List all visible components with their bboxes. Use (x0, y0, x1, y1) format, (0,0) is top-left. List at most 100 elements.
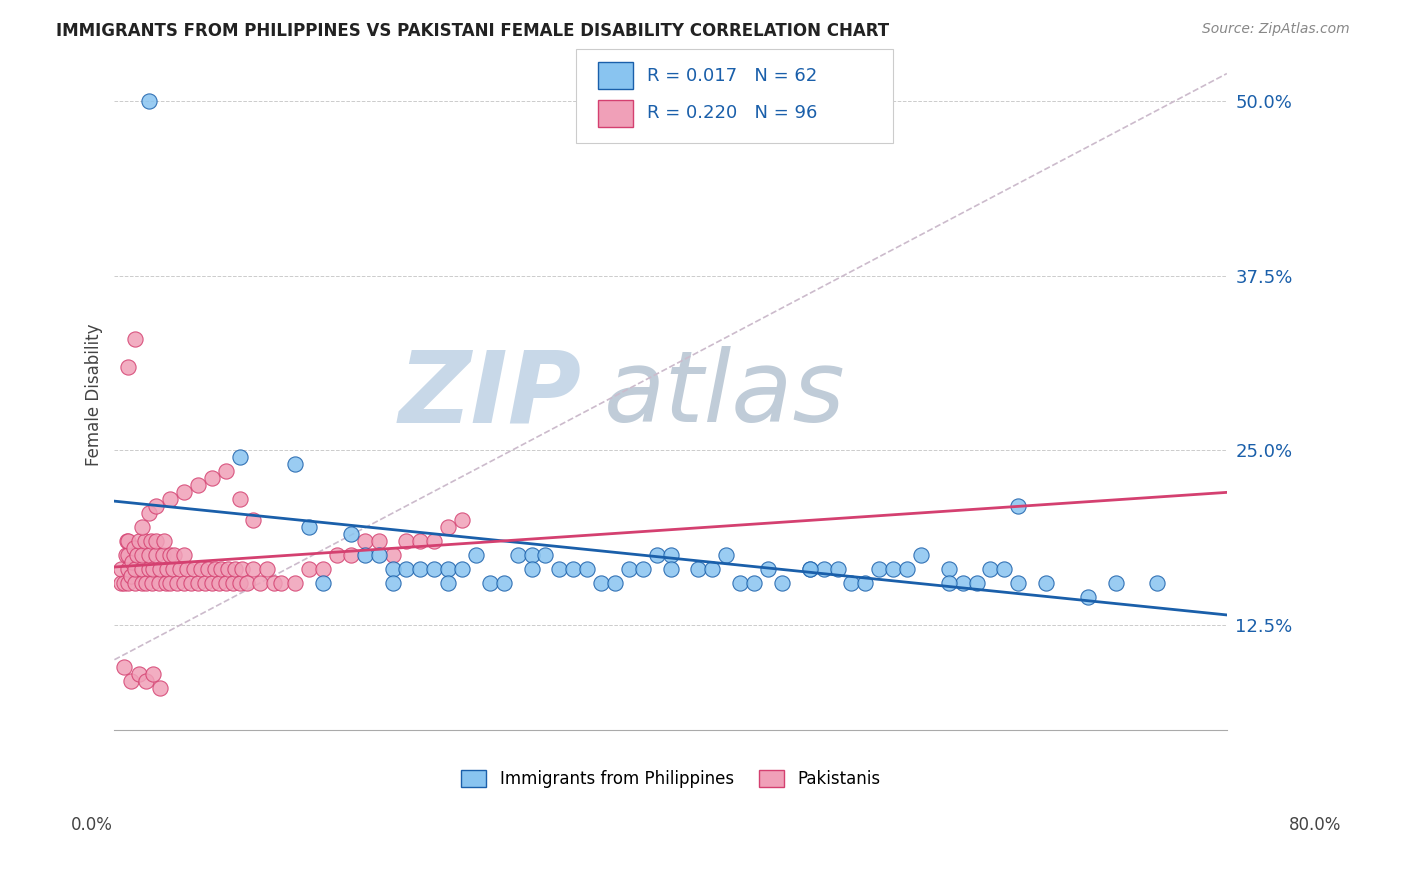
Point (148, 576, 170, 591)
Point (340, 548, 363, 562)
Point (180, 576, 202, 591)
Point (249, 576, 271, 591)
Point (139, 534, 162, 549)
Point (242, 513, 264, 527)
Text: IMMIGRANTS FROM PHILIPPINES VS PAKISTANI FEMALE DISABILITY CORRELATION CHART: IMMIGRANTS FROM PHILIPPINES VS PAKISTANI… (56, 22, 890, 40)
Point (187, 478, 209, 492)
Point (367, 534, 389, 549)
Point (221, 576, 243, 591)
Text: R = 0.017   N = 62: R = 0.017 N = 62 (647, 67, 817, 85)
Point (201, 576, 224, 591)
Point (149, 681, 172, 695)
Point (617, 562, 640, 576)
Point (117, 534, 139, 549)
Point (381, 562, 404, 576)
Point (124, 562, 146, 576)
Point (659, 548, 682, 562)
Point (169, 562, 191, 576)
Point (228, 450, 250, 465)
Point (153, 534, 176, 549)
Point (176, 562, 198, 576)
Point (896, 562, 918, 576)
Point (173, 485, 195, 500)
Point (135, 576, 157, 591)
Point (409, 534, 432, 549)
Point (138, 506, 160, 520)
Point (966, 576, 988, 591)
Point (197, 562, 219, 576)
Point (910, 548, 932, 562)
Point (353, 548, 375, 562)
Point (437, 576, 460, 591)
Point (770, 576, 793, 591)
Point (231, 562, 253, 576)
Point (159, 492, 181, 507)
Point (868, 562, 890, 576)
Point (534, 548, 557, 562)
Point (112, 576, 135, 591)
Point (110, 576, 132, 591)
Point (135, 673, 157, 688)
Point (211, 562, 233, 576)
Point (841, 576, 863, 591)
Point (298, 520, 321, 534)
Point (166, 576, 188, 591)
Point (124, 576, 146, 591)
Point (882, 562, 904, 576)
Point (131, 576, 153, 591)
Point (603, 576, 626, 591)
Point (112, 659, 135, 673)
Point (437, 562, 460, 576)
Point (156, 562, 179, 576)
Point (465, 548, 488, 562)
Point (576, 562, 599, 576)
Point (659, 562, 682, 576)
Point (395, 562, 418, 576)
Point (340, 527, 363, 541)
Point (131, 520, 153, 534)
Point (134, 534, 156, 549)
Point (214, 576, 236, 591)
Point (688, 562, 710, 576)
Text: Source: ZipAtlas.com: Source: ZipAtlas.com (1202, 22, 1350, 37)
Point (228, 576, 250, 591)
Point (326, 548, 349, 562)
Point (128, 666, 150, 681)
Point (1007, 499, 1029, 513)
Point (117, 548, 139, 562)
Point (145, 534, 167, 549)
Legend: Immigrants from Philippines, Pakistanis: Immigrants from Philippines, Pakistanis (454, 764, 887, 795)
Point (367, 548, 389, 562)
Point (993, 562, 1015, 576)
Point (520, 548, 543, 562)
Point (756, 562, 779, 576)
Point (131, 562, 153, 576)
Point (121, 555, 143, 569)
Point (190, 562, 212, 576)
Point (122, 541, 145, 555)
Point (591, 576, 613, 591)
Point (312, 562, 335, 576)
Point (702, 562, 724, 576)
Text: 80.0%: 80.0% (1288, 816, 1341, 834)
Point (742, 576, 765, 591)
Point (208, 576, 231, 591)
Point (1104, 576, 1126, 591)
Point (145, 548, 167, 562)
Point (120, 673, 142, 688)
Point (853, 576, 876, 591)
Point (125, 548, 148, 562)
Point (194, 576, 217, 591)
Point (120, 569, 142, 583)
Point (114, 548, 136, 562)
Text: ZIP: ZIP (399, 346, 582, 443)
Point (152, 548, 174, 562)
Point (979, 562, 1001, 576)
Point (138, 95, 160, 109)
Point (716, 548, 738, 562)
Point (142, 562, 165, 576)
Point (217, 562, 239, 576)
Point (242, 562, 264, 576)
Point (827, 562, 849, 576)
Point (115, 534, 138, 549)
